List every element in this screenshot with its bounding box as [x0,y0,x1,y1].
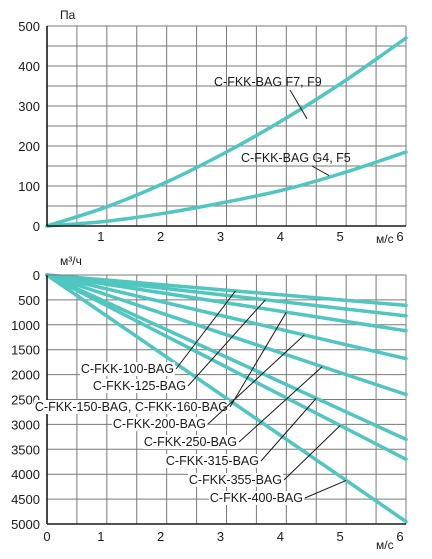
bottom-y-tick-label: 2500 [11,393,40,408]
bottom-label-backdrop [91,379,187,393]
bottom-x-tick-label: 6 [396,529,403,544]
airflow-chart: 0 500 1000 1500 2000 2500 3000 3500 4000 4500 5000… [11,254,408,552]
bottom-y-tick-label: 0 [33,268,40,283]
bottom-series-c-fkk-125-bag [45,273,408,318]
top-x-tick-label: 5 [337,229,344,244]
top-series-c-fkk-bag-g4-f5 [45,150,408,228]
bottom-y-tick-label: 1000 [11,318,40,333]
bottom-series-c-fkk-315-bag [45,273,408,442]
bottom-label-backdrop [164,454,260,468]
bottom-y-tick-label: 5000 [11,517,40,532]
bottom-y-tick-label: 4000 [11,467,40,482]
bottom-leader-line [207,334,305,425]
top-leader-line [311,165,330,177]
bottom-x-tick-label: 0 [43,529,50,544]
top-x-tick-label: 3 [217,229,224,244]
bottom-series-label: C-FKK-355-BAG [189,473,282,487]
bottom-series-c-fkk-355-bag [45,273,408,462]
bottom-y-tick-label: 500 [18,293,40,308]
top-x-tick-label: 1 [97,229,104,244]
top-x-unit: м/с [376,232,394,246]
bottom-leader-line [175,290,236,370]
bottom-series-labels: C-FKK-100-BAG C-FKK-125-BAG C-FKK-150-BAG,… [33,290,347,505]
bottom-label-backdrop [33,400,229,414]
top-y-tick-label: 500 [18,19,40,34]
bottom-y-tick-label: 3000 [11,417,40,432]
top-x-tick-label: 2 [157,229,164,244]
top-y-tick-label: 100 [18,179,40,194]
bottom-y-tick-label: 2000 [11,368,40,383]
bottom-label-backdrop [208,491,304,505]
bottom-label-backdrop [79,362,175,376]
top-y-tick-label: 200 [18,139,40,154]
bottom-y-unit: м³/ч [60,254,82,268]
bottom-leader-line [283,425,341,481]
top-axes [46,26,406,227]
top-series-labels: C-FKK-BAG F7, F9 C-FKK-BAG G4, F5 [214,75,351,177]
bottom-tick-labels: 0 500 1000 1500 2000 2500 3000 3500 4000 4500 5000… [11,268,404,544]
bottom-series-label: C-FKK-150-BAG, C-FKK-160-BAG [35,400,228,414]
bottom-series-c-fkk-250-bag [45,273,408,397]
bottom-series-label: C-FKK-400-BAG [210,491,303,505]
bottom-series-label: C-FKK-250-BAG [144,435,237,449]
bottom-series-c-fkk-200-bag [45,273,408,361]
bottom-label-backdrop [142,435,238,449]
bottom-axes [46,274,406,525]
top-x-tick-label: 6 [396,229,403,244]
top-leader-line [289,89,308,120]
top-series-c-fkk-bag-f7-f9 [45,36,408,228]
bottom-series-label: C-FKK-200-BAG [113,417,206,431]
bottom-y-tick-label: 4500 [11,492,40,507]
top-grid [47,25,407,226]
top-x-tick-label: 4 [277,229,284,244]
bottom-leader-line [304,479,347,499]
bottom-y-tick-label: 1500 [11,343,40,358]
bottom-x-tick-label: 1 [97,529,104,544]
top-tick-labels: 0 100 200 300 400 500 1 2 3 4 5 6 [18,19,403,244]
top-series-label: C-FKK-BAG G4, F5 [241,151,351,165]
bottom-series-label: C-FKK-100-BAG [81,362,174,376]
bottom-series-label: C-FKK-125-BAG [93,379,186,393]
bottom-x-tick-label: 3 [217,529,224,544]
top-y-tick-label: 0 [33,219,40,234]
top-y-tick-label: 400 [18,59,40,74]
bottom-x-tick-label: 5 [337,529,344,544]
top-y-unit: Па [60,8,76,22]
bottom-leader-line [229,311,287,408]
bottom-leader-line [238,366,323,443]
bottom-x-tick-label: 2 [157,529,164,544]
bottom-leader-line [260,397,317,462]
bottom-leader-line [187,299,266,387]
bottom-x-tick-label: 4 [277,529,284,544]
bottom-label-backdrop [111,417,207,431]
bottom-series-label: C-FKK-315-BAG [166,454,259,468]
bottom-x-unit: м/с [376,538,394,552]
top-series-group [45,36,408,228]
bottom-y-tick-label: 3500 [11,442,40,457]
bottom-label-backdrop [187,473,283,487]
top-series-label: C-FKK-BAG F7, F9 [214,75,322,89]
top-y-tick-label: 300 [18,99,40,114]
